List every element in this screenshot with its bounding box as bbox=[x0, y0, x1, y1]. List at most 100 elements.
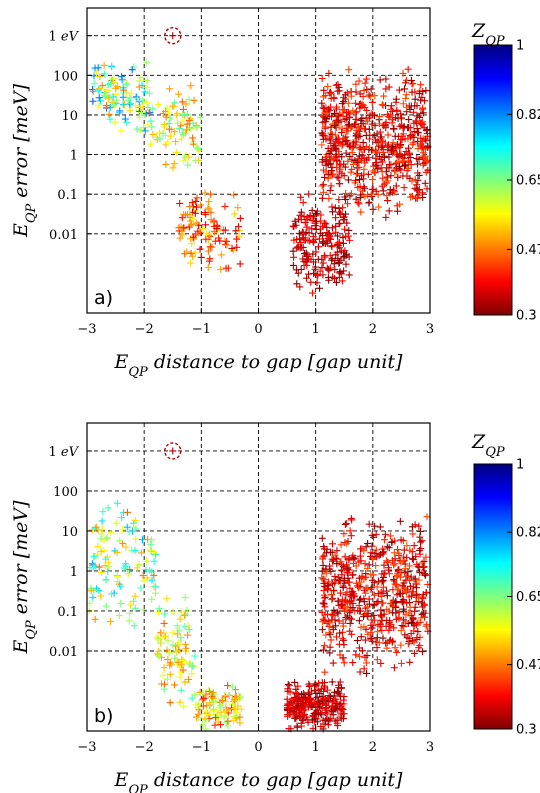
data-point bbox=[378, 612, 386, 620]
data-point bbox=[202, 221, 210, 229]
data-point bbox=[416, 568, 424, 576]
data-point bbox=[376, 621, 384, 629]
data-point bbox=[181, 611, 189, 619]
data-point bbox=[386, 616, 394, 624]
data-point bbox=[318, 567, 326, 575]
data-point bbox=[406, 124, 414, 132]
data-point bbox=[387, 620, 395, 628]
data-point bbox=[201, 209, 209, 217]
data-point bbox=[339, 584, 347, 592]
data-point bbox=[329, 556, 337, 564]
y-axis-label: EQP error [meV] bbox=[10, 83, 39, 238]
data-point bbox=[154, 609, 162, 617]
data-point bbox=[343, 598, 351, 606]
data-point bbox=[119, 93, 127, 101]
data-point bbox=[370, 591, 378, 599]
data-point bbox=[326, 187, 334, 194]
data-point bbox=[229, 683, 237, 691]
data-point bbox=[400, 546, 408, 554]
data-point bbox=[290, 236, 298, 244]
data-point bbox=[396, 590, 404, 598]
data-point bbox=[327, 715, 335, 723]
data-point bbox=[222, 264, 230, 272]
data-point bbox=[148, 568, 156, 576]
data-point bbox=[344, 157, 352, 165]
data-point bbox=[385, 626, 393, 634]
data-point bbox=[373, 599, 381, 607]
data-point bbox=[377, 156, 385, 164]
data-point bbox=[373, 583, 381, 591]
data-point bbox=[400, 123, 408, 131]
data-point bbox=[349, 107, 357, 115]
data-point bbox=[347, 515, 355, 523]
data-point bbox=[348, 630, 356, 638]
data-point bbox=[318, 99, 326, 107]
data-point bbox=[329, 594, 337, 602]
data-point bbox=[104, 504, 112, 512]
data-point bbox=[221, 692, 229, 700]
data-point bbox=[175, 639, 183, 647]
data-point bbox=[415, 171, 423, 179]
data-point bbox=[395, 613, 403, 621]
data-point bbox=[410, 542, 418, 550]
panel-label: b) bbox=[94, 705, 113, 727]
data-point bbox=[410, 638, 418, 646]
data-point bbox=[423, 621, 431, 629]
data-point bbox=[233, 235, 241, 243]
data-point bbox=[373, 138, 381, 146]
data-point bbox=[324, 585, 332, 593]
data-point bbox=[344, 176, 352, 184]
data-point bbox=[163, 646, 171, 654]
data-point bbox=[197, 113, 205, 121]
data-point bbox=[320, 545, 328, 553]
data-point bbox=[311, 686, 319, 694]
data-point bbox=[126, 94, 134, 102]
data-point bbox=[343, 219, 351, 227]
data-point bbox=[163, 675, 171, 683]
data-point bbox=[165, 109, 173, 117]
data-point bbox=[312, 248, 320, 256]
data-point bbox=[176, 673, 184, 681]
data-point bbox=[390, 664, 398, 672]
data-point bbox=[290, 707, 298, 715]
data-point bbox=[133, 94, 141, 102]
data-point bbox=[224, 682, 232, 690]
data-point bbox=[336, 701, 344, 709]
data-point bbox=[88, 526, 96, 534]
data-point bbox=[333, 687, 341, 695]
data-point bbox=[338, 129, 346, 137]
x-axis-label: EQP distance to gap [gap unit] bbox=[114, 769, 404, 793]
data-point bbox=[104, 559, 112, 567]
data-point bbox=[352, 170, 360, 178]
data-point bbox=[318, 534, 326, 542]
data-point bbox=[111, 118, 119, 126]
data-point bbox=[408, 177, 416, 185]
x-tick-label: 1 bbox=[312, 740, 320, 755]
data-point bbox=[357, 145, 365, 153]
data-point bbox=[318, 75, 326, 83]
data-point bbox=[231, 705, 239, 713]
data-point bbox=[332, 137, 340, 145]
data-point bbox=[135, 98, 143, 106]
data-point bbox=[316, 699, 324, 707]
data-point bbox=[400, 622, 408, 630]
data-point bbox=[154, 100, 162, 108]
data-point bbox=[327, 182, 335, 190]
data-point bbox=[371, 550, 379, 558]
colorbar-tick-label: 0.47 bbox=[516, 243, 540, 258]
x-tick-label: 2 bbox=[369, 322, 377, 337]
data-point bbox=[342, 189, 350, 197]
x-tick-label: −3 bbox=[77, 322, 96, 337]
data-point bbox=[406, 582, 414, 590]
data-point bbox=[341, 138, 349, 146]
data-point bbox=[337, 711, 345, 719]
data-point bbox=[349, 588, 357, 596]
data-point bbox=[130, 597, 138, 605]
data-point bbox=[205, 257, 213, 265]
data-point bbox=[337, 160, 345, 168]
data-point bbox=[284, 685, 292, 693]
data-point bbox=[353, 169, 361, 177]
data-point bbox=[382, 622, 390, 630]
data-point bbox=[169, 102, 177, 110]
data-point bbox=[391, 132, 399, 140]
